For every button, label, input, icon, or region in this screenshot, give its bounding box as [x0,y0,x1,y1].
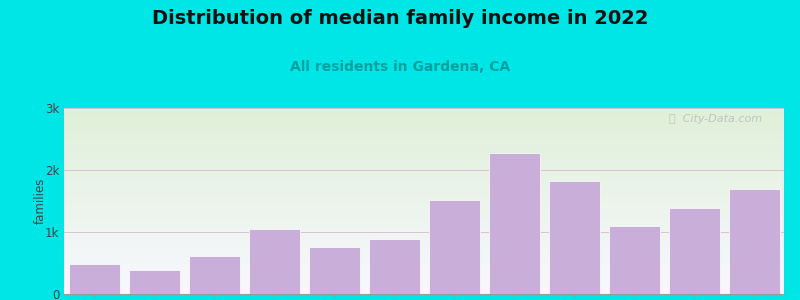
Text: ⓘ  City-Data.com: ⓘ City-Data.com [670,114,762,124]
Bar [669,208,719,294]
Bar [249,229,299,294]
Bar [549,181,599,294]
Bar [609,226,659,294]
Text: All residents in Gardena, CA: All residents in Gardena, CA [290,60,510,74]
Bar [129,270,179,294]
Bar [189,256,239,294]
Bar [729,189,779,294]
Text: Distribution of median family income in 2022: Distribution of median family income in … [152,9,648,28]
Bar [309,247,359,294]
Y-axis label: families: families [34,178,47,224]
Bar [69,264,119,294]
Bar [369,239,419,294]
Bar [489,153,539,294]
Bar [429,200,479,294]
